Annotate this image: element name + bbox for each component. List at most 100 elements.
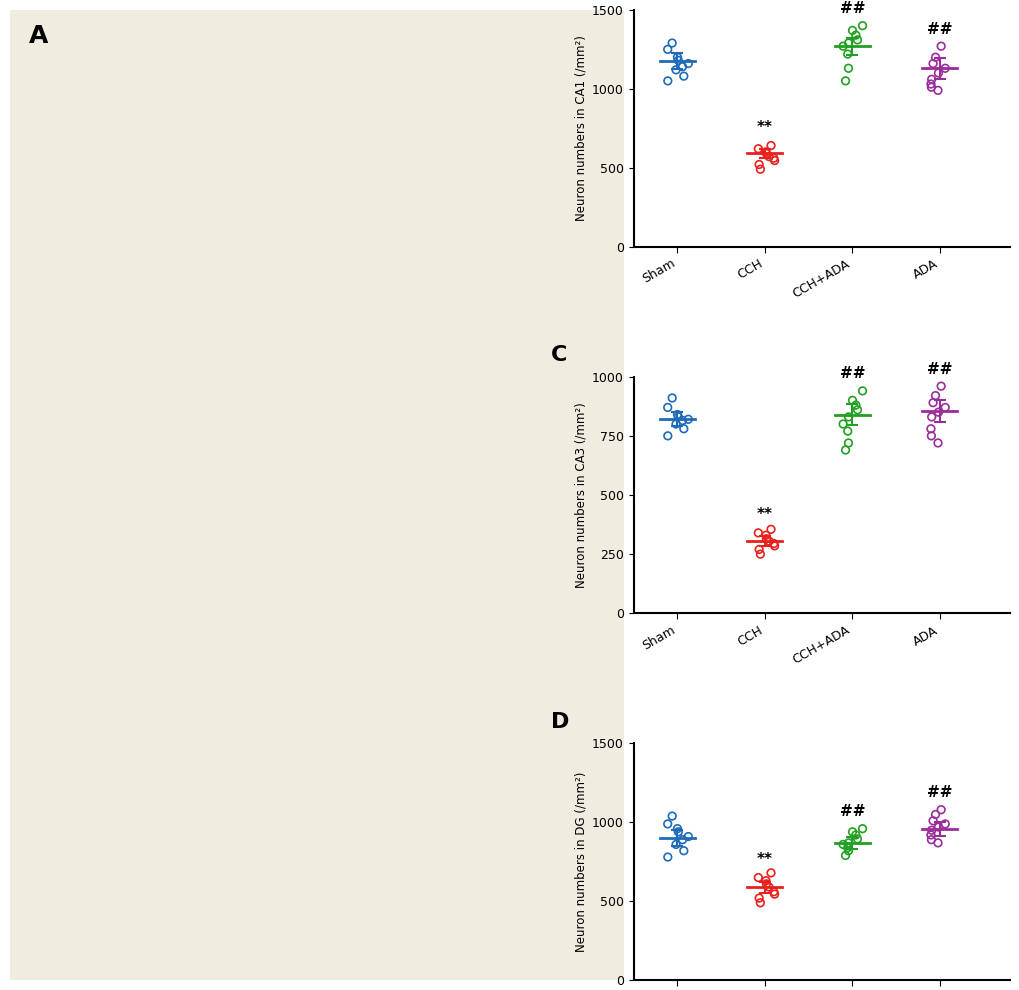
- Point: [760, 148, 776, 164]
- Point: [847, 397, 863, 413]
- Point: [669, 824, 686, 840]
- Point: [854, 821, 870, 837]
- Point: [765, 538, 782, 553]
- Point: [669, 409, 686, 425]
- Point: [659, 73, 676, 89]
- Y-axis label: Neuron numbers in CA1 (/mm²): Neuron numbers in CA1 (/mm²): [575, 36, 587, 221]
- Point: [840, 60, 856, 76]
- Point: [922, 832, 938, 847]
- Point: [674, 58, 690, 74]
- Point: [675, 842, 691, 858]
- Point: [667, 416, 684, 432]
- Y-axis label: Neuron numbers in DG (/mm²): Neuron numbers in DG (/mm²): [575, 771, 587, 952]
- Point: [674, 832, 690, 847]
- Point: [750, 542, 766, 557]
- Point: [932, 39, 949, 54]
- Point: [751, 895, 767, 911]
- Point: [680, 829, 696, 844]
- Point: [659, 849, 676, 865]
- Point: [924, 395, 941, 411]
- Point: [751, 546, 767, 562]
- Point: [837, 73, 853, 89]
- Point: [932, 802, 949, 818]
- Text: **: **: [756, 852, 772, 867]
- Point: [922, 76, 938, 92]
- Text: A: A: [29, 25, 48, 49]
- Point: [765, 886, 782, 902]
- Point: [757, 876, 773, 892]
- Point: [659, 428, 676, 444]
- Point: [922, 409, 938, 425]
- Point: [849, 32, 865, 48]
- Text: ##: ##: [839, 366, 864, 381]
- Point: [663, 35, 680, 50]
- Point: [926, 50, 943, 65]
- Point: [667, 62, 684, 78]
- Point: [663, 808, 680, 824]
- Point: [750, 156, 766, 172]
- Point: [680, 412, 696, 428]
- Point: [762, 522, 779, 538]
- Point: [926, 388, 943, 404]
- Point: [659, 400, 676, 416]
- Point: [835, 837, 851, 852]
- Point: [757, 146, 773, 161]
- Point: [847, 827, 863, 842]
- Point: [922, 421, 938, 437]
- Point: [849, 831, 865, 846]
- Point: [760, 534, 776, 549]
- Point: [659, 816, 676, 832]
- Text: ##: ##: [839, 804, 864, 819]
- Point: [675, 68, 691, 84]
- Point: [844, 392, 860, 408]
- Point: [929, 82, 946, 98]
- Text: D: D: [550, 712, 569, 732]
- Point: [839, 423, 855, 439]
- Point: [839, 47, 855, 62]
- Point: [659, 42, 676, 57]
- Point: [929, 65, 946, 81]
- Point: [680, 55, 696, 71]
- Point: [936, 816, 953, 832]
- Point: [929, 835, 946, 850]
- Point: [765, 536, 782, 551]
- Point: [765, 150, 782, 166]
- Point: [922, 823, 938, 839]
- Point: [840, 835, 856, 850]
- Point: [757, 531, 773, 546]
- Point: [840, 842, 856, 858]
- Point: [922, 428, 938, 444]
- Y-axis label: Neuron numbers in CA3 (/mm²): Neuron numbers in CA3 (/mm²): [575, 402, 587, 588]
- Point: [840, 35, 856, 50]
- Point: [847, 27, 863, 43]
- Point: [751, 161, 767, 177]
- Point: [674, 413, 690, 429]
- Point: [762, 865, 779, 881]
- Point: [936, 60, 953, 76]
- Point: [922, 79, 938, 95]
- Point: [757, 528, 773, 544]
- Point: [849, 402, 865, 418]
- Point: [667, 837, 684, 852]
- Point: [668, 407, 685, 423]
- Point: [760, 879, 776, 895]
- Point: [835, 416, 851, 432]
- Text: ##: ##: [926, 361, 952, 376]
- Point: [844, 824, 860, 840]
- Text: ##: ##: [839, 1, 864, 16]
- Point: [749, 869, 765, 885]
- Point: [837, 847, 853, 863]
- Point: [844, 23, 860, 39]
- Point: [765, 152, 782, 168]
- Point: [929, 435, 946, 450]
- Point: [668, 50, 685, 65]
- Point: [668, 821, 685, 837]
- Point: [675, 421, 691, 437]
- Point: [922, 827, 938, 842]
- Point: [854, 18, 870, 34]
- Text: **: **: [756, 120, 772, 135]
- Point: [854, 383, 870, 399]
- Point: [835, 39, 851, 54]
- Text: ##: ##: [926, 22, 952, 37]
- Point: [750, 890, 766, 906]
